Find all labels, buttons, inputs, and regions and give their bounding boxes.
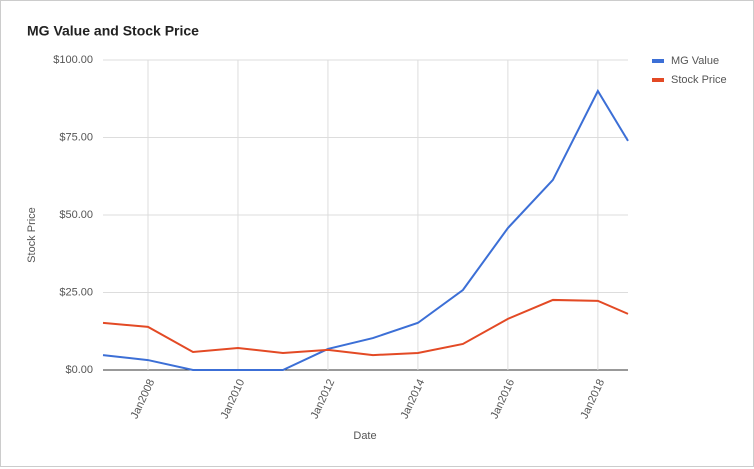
line-series (102, 88, 629, 371)
chart-title: MG Value and Stock Price (27, 23, 199, 39)
y-tick-label: $75.00 (59, 131, 93, 143)
y-axis-title: Stock Price (26, 207, 38, 263)
y-tick-label: $100.00 (53, 54, 93, 66)
y-tick-label: $50.00 (59, 209, 93, 221)
legend-swatch (652, 78, 664, 82)
legend-label: MG Value (671, 55, 719, 67)
legend-label: Stock Price (671, 74, 727, 86)
y-tick-label: $0.00 (65, 364, 93, 376)
y-tick-label: $25.00 (59, 286, 93, 298)
line-series (102, 298, 629, 357)
x-axis-title: Date (353, 430, 376, 442)
legend-swatch (652, 59, 664, 63)
